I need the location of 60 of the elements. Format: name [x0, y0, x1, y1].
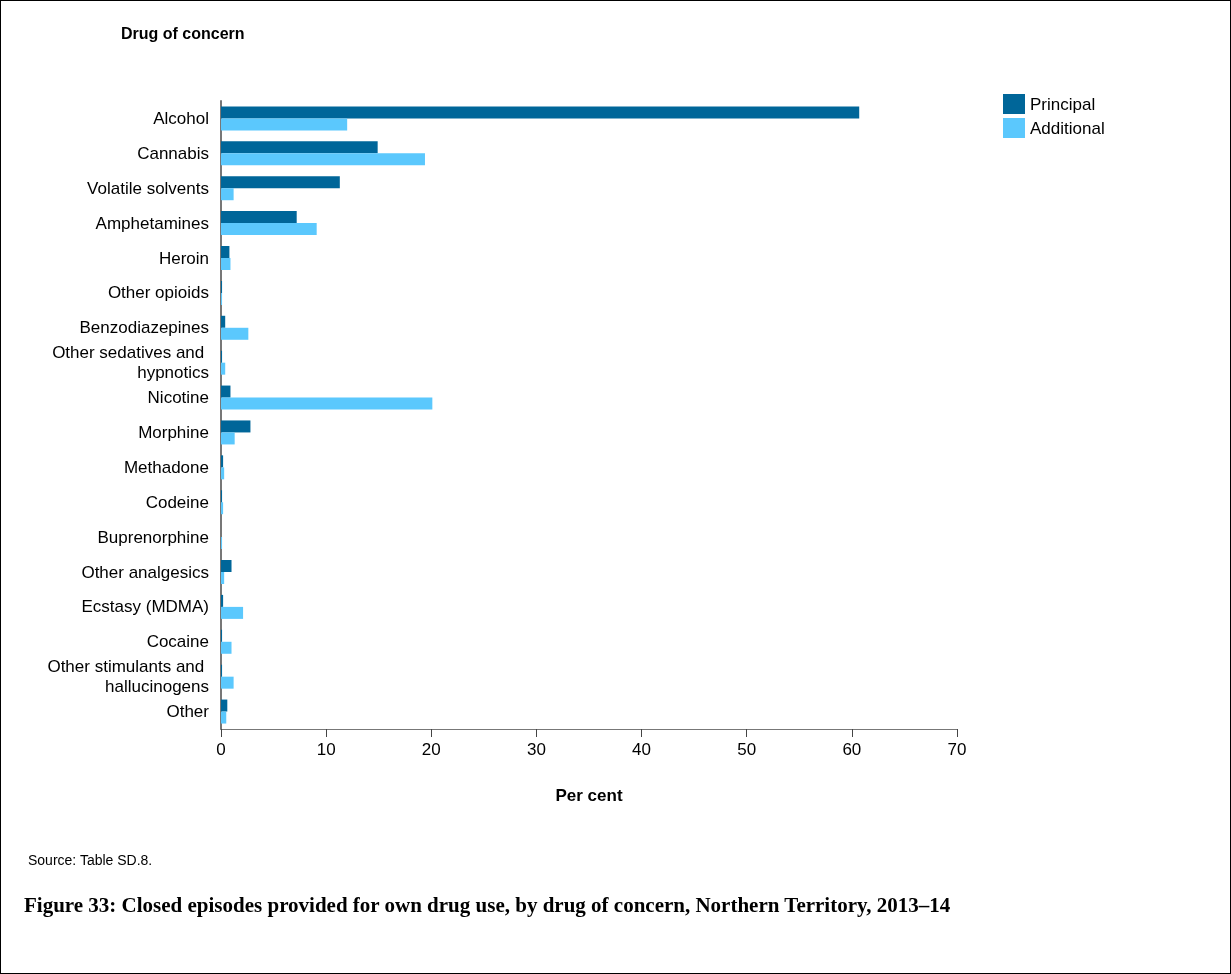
y-tick-label: Other — [166, 702, 210, 722]
bar — [221, 432, 235, 445]
bar — [221, 188, 234, 201]
y-tick-label: Other sedatives and hypnotics — [52, 343, 209, 383]
bar — [221, 594, 224, 607]
y-tick-label: Amphetamines — [95, 213, 209, 233]
x-axis-title: Per cent — [555, 786, 623, 805]
y-tick-label: Other stimulants and hallucinogens — [47, 657, 209, 697]
bar — [221, 455, 224, 468]
bar — [221, 223, 317, 236]
bar — [221, 106, 860, 119]
bar — [221, 711, 227, 724]
bar — [221, 397, 433, 410]
y-tick-label: Cocaine — [146, 632, 209, 652]
y-tick-label: Benzodiazepines — [79, 318, 209, 338]
x-tick-label: 70 — [947, 740, 967, 759]
bar — [221, 315, 226, 328]
y-axis-title: Drug of concern — [121, 24, 245, 42]
y-tick-label: Cannabis — [137, 143, 209, 163]
bar — [221, 211, 297, 224]
y-tick-label: Other analgesics — [81, 562, 209, 582]
bar — [221, 699, 228, 712]
bar — [221, 327, 249, 340]
bar — [221, 385, 231, 398]
x-tick-label: 40 — [632, 740, 652, 759]
x-tick-label: 50 — [737, 740, 757, 759]
legend-label: Principal — [1030, 94, 1096, 114]
x-tick-label: 10 — [316, 740, 336, 759]
bar — [221, 572, 225, 584]
bar — [221, 141, 378, 154]
bar — [221, 118, 348, 131]
text: Figure 33: Closed episodes provided for own drug use, by drug of concern, Northern Territory, 2013–14 — [24, 892, 951, 917]
y-tick-label: Methadone — [123, 457, 209, 477]
source-note: Source: Table SD.8. — [28, 852, 153, 868]
bar — [221, 676, 234, 689]
bar — [221, 606, 244, 619]
x-tick-label: 20 — [421, 740, 441, 759]
bar — [221, 258, 231, 270]
y-tick-label: Codeine — [145, 492, 209, 512]
bar — [221, 153, 425, 166]
bar — [221, 467, 225, 480]
bar — [221, 560, 232, 572]
bar — [221, 641, 232, 654]
y-tick-label: Volatile solvents — [87, 178, 209, 198]
y-tick-label: Ecstasy (MDMA) — [81, 597, 209, 617]
y-tick-label: Heroin — [158, 248, 209, 268]
x-tick-label: 30 — [526, 740, 546, 759]
y-tick-label: Buprenorphine — [97, 527, 209, 547]
bar — [221, 502, 224, 515]
legend-label: Additional — [1030, 118, 1105, 138]
y-tick-label: Morphine — [138, 422, 209, 442]
y-tick-label: Nicotine — [147, 388, 209, 408]
bar — [221, 246, 230, 258]
y-tick-label: Alcohol — [153, 108, 209, 128]
y-tick-label: Other opioids — [107, 283, 209, 303]
bar — [221, 420, 251, 433]
bar — [221, 362, 226, 375]
x-tick-label: 0 — [216, 740, 226, 759]
bar — [221, 176, 340, 189]
x-tick-label: 60 — [842, 740, 862, 759]
